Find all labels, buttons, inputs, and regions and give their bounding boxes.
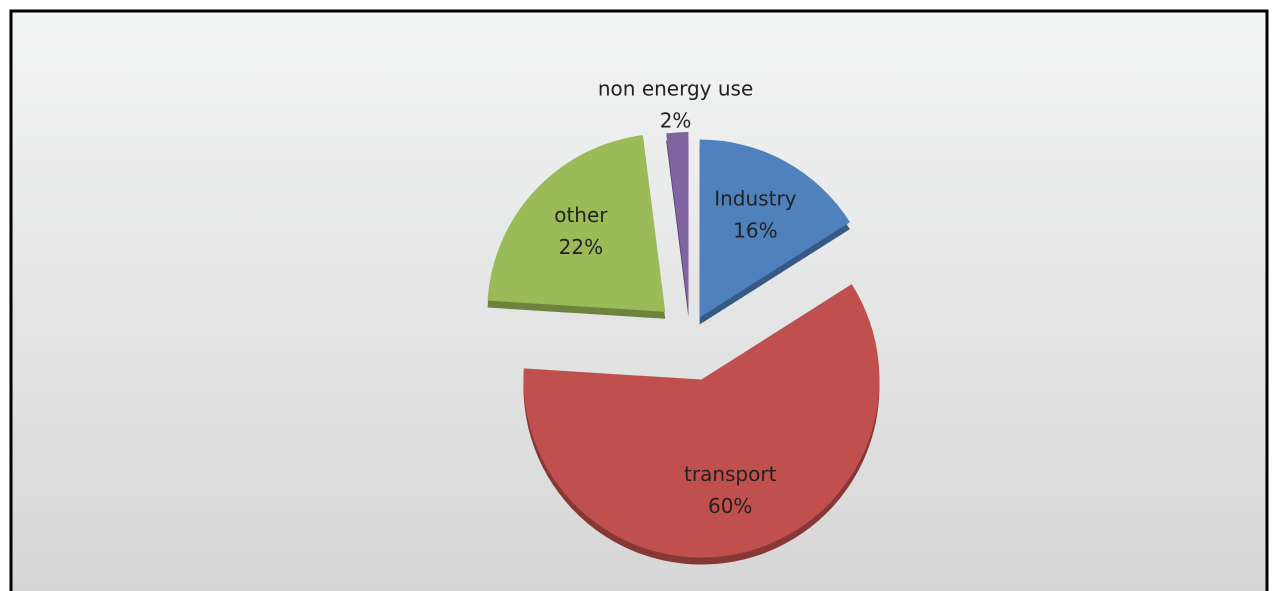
slice-label: transport — [684, 462, 777, 486]
chart-border — [9, 9, 1269, 591]
labels: Industry 16% transport 60% other 22% non energ… — [554, 76, 796, 518]
value-label: 22% — [559, 235, 603, 259]
slice-label: other — [554, 203, 608, 227]
slice — [699, 139, 850, 318]
slice-label: non energy use — [598, 76, 753, 100]
slice — [666, 132, 689, 311]
value-label: 60% — [708, 494, 752, 518]
value-label: 16% — [733, 219, 777, 243]
value-label: 2% — [660, 108, 692, 132]
slice — [523, 284, 880, 558]
slices — [487, 132, 880, 565]
slice-label: Industry — [714, 187, 796, 211]
slice — [487, 135, 666, 312]
